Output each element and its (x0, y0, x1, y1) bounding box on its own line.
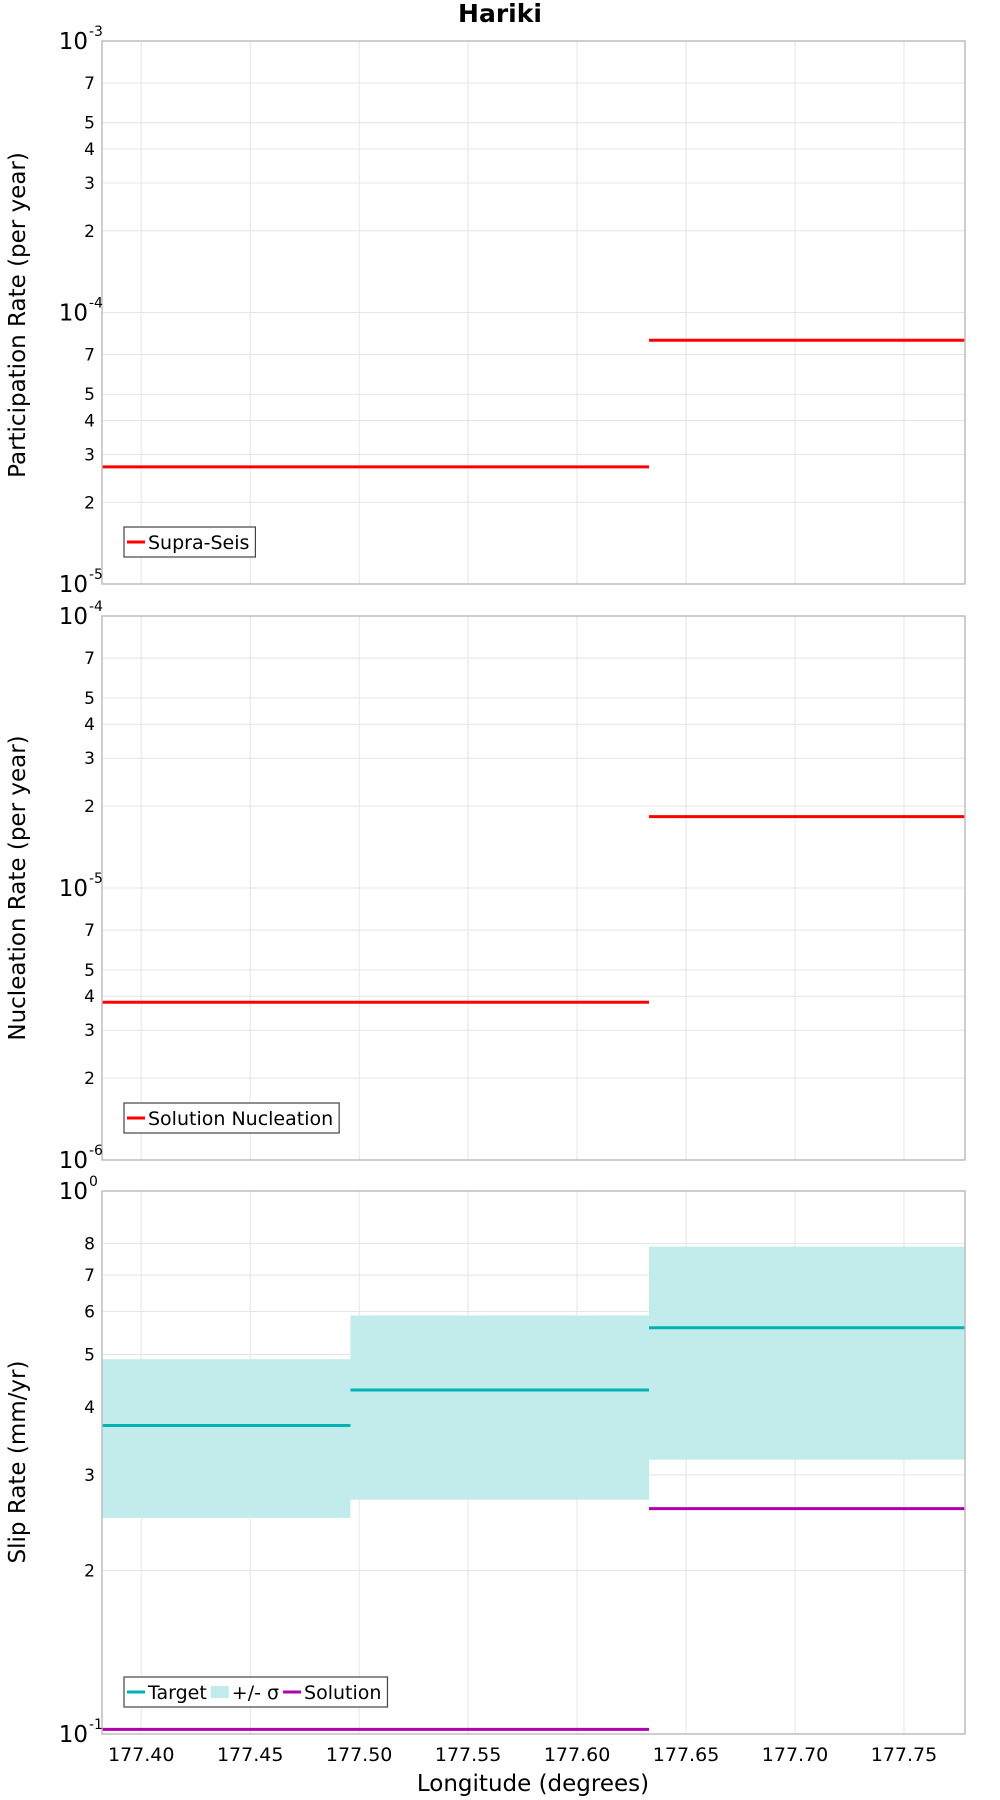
y-tick-label: 7 (84, 649, 95, 669)
y-tick-label-base: 10 (59, 1179, 88, 1205)
y-tick-label-base: 10 (59, 301, 88, 327)
y-axis-label: Participation Rate (per year) (5, 152, 31, 478)
plot-frame (101, 615, 966, 1161)
y-tick-label-exponent: -1 (89, 1717, 103, 1733)
y-tick-label-base: 10 (59, 1722, 88, 1748)
y-tick-label-exponent: -5 (89, 567, 103, 583)
y-tick-label-exponent: -6 (89, 1143, 103, 1159)
x-tick-label: 177.50 (326, 1744, 392, 1766)
x-tick-label: 177.75 (871, 1744, 937, 1766)
y-tick-label: 5 (84, 1345, 95, 1365)
y-tick-label-base: 10 (59, 876, 88, 902)
y-tick-label: 2 (84, 797, 95, 817)
x-tick-label: 177.60 (544, 1744, 610, 1766)
plot-frame (101, 1190, 966, 1735)
y-tick-label: 5 (84, 689, 95, 709)
plot-frame (101, 40, 966, 585)
y-tick-label: 2 (84, 1562, 95, 1582)
y-tick-label: 3 (84, 749, 95, 769)
y-tick-label: 7 (84, 74, 95, 94)
legend-box (123, 1102, 340, 1134)
y-tick-label: 4 (84, 987, 95, 1007)
y-tick-label: 7 (84, 346, 95, 366)
y-tick-label: 5 (84, 961, 95, 981)
y-tick-label: 3 (84, 1466, 95, 1486)
legend-box (123, 526, 257, 558)
y-tick-label: 4 (84, 140, 95, 160)
y-tick-label: 4 (84, 412, 95, 432)
x-axis-label: Longitude (degrees) (417, 1771, 649, 1797)
y-tick-label: 4 (84, 715, 95, 735)
y-tick-label: 5 (84, 385, 95, 405)
y-tick-label: 4 (84, 1398, 95, 1418)
x-tick-label: 177.70 (762, 1744, 828, 1766)
chart-title: Hariki (458, 0, 542, 28)
y-tick-label-base: 10 (59, 604, 88, 630)
y-tick-label: 6 (84, 1302, 95, 1322)
uncertainty-band (102, 1359, 351, 1518)
y-tick-label: 3 (84, 1021, 95, 1041)
y-tick-label-base: 10 (59, 572, 88, 598)
y-tick-label: 8 (84, 1235, 95, 1255)
x-tick-label: 177.40 (108, 1744, 174, 1766)
y-tick-label: 3 (84, 174, 95, 194)
y-tick-label-exponent: -4 (89, 296, 103, 312)
uncertainty-band (649, 1246, 965, 1460)
legend-label: Solution (304, 1682, 381, 1704)
y-tick-label-exponent: -3 (89, 24, 103, 40)
y-tick-label-base: 10 (59, 1148, 88, 1174)
legend-label: Target (147, 1682, 207, 1704)
y-tick-label: 7 (84, 921, 95, 941)
y-tick-label-exponent: -5 (89, 871, 103, 887)
y-tick-label-exponent: -4 (89, 599, 103, 615)
y-tick-label-exponent: 0 (89, 1174, 98, 1190)
x-tick-label: 177.65 (653, 1744, 719, 1766)
y-axis-label: Nucleation Rate (per year) (5, 735, 31, 1040)
y-tick-label: 5 (84, 114, 95, 134)
uncertainty-band (350, 1315, 650, 1500)
y-tick-label: 2 (84, 493, 95, 513)
y-tick-label: 7 (84, 1266, 95, 1286)
legend-swatch (210, 1686, 229, 1698)
legend-label: Solution Nucleation (148, 1108, 333, 1130)
x-tick-label: 177.45 (217, 1744, 283, 1766)
legend-box (123, 1676, 389, 1708)
legend-label: +/- σ (232, 1682, 279, 1704)
x-tick-label: 177.55 (435, 1744, 501, 1766)
y-tick-label: 2 (84, 1069, 95, 1089)
y-tick-label: 2 (84, 222, 95, 242)
y-tick-label: 3 (84, 445, 95, 465)
legend-label: Supra-Seis (148, 532, 249, 554)
y-tick-label-base: 10 (59, 29, 88, 55)
y-axis-label: Slip Rate (mm/yr) (5, 1361, 31, 1564)
